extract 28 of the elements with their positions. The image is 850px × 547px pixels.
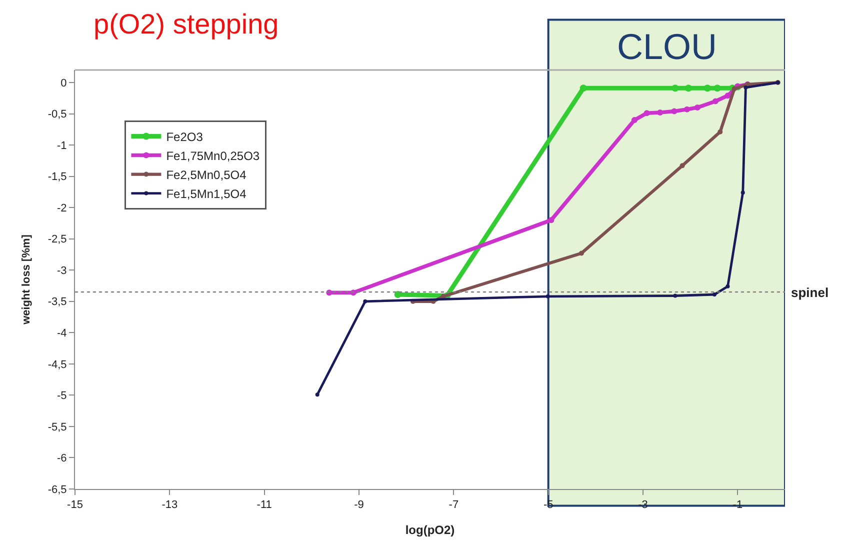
y-tick-label: -4,5 <box>48 358 67 371</box>
legend-label: Fe1,75Mn0,25O3 <box>166 148 260 163</box>
legend-label: Fe2O3 <box>166 130 204 144</box>
y-tick-label: -2 <box>57 202 67 214</box>
y-tick-label: 0 <box>60 77 67 90</box>
x-tick-label: -9 <box>354 499 364 512</box>
x-axis-title: log(pO2) <box>405 523 455 538</box>
x-tick-label: -7 <box>448 499 459 512</box>
y-tick-label: -3,5 <box>48 296 67 308</box>
y-tick-label: -5,5 <box>48 421 67 434</box>
x-tick-label: -11 <box>256 499 272 512</box>
legend-label: Fe1,5Mn1,5O4 <box>166 186 247 201</box>
y-tick-label: -1,5 <box>48 171 67 184</box>
legend-label: Fe2,5Mn0,5O4 <box>166 168 247 182</box>
y-tick-label: -6,5 <box>48 484 67 496</box>
x-tick-label: -13 <box>162 499 178 512</box>
y-tick-label: -3 <box>57 264 67 277</box>
y-tick-label: -2,5 <box>48 234 67 246</box>
x-tick-label: -15 <box>67 499 83 512</box>
y-tick-label: -0,5 <box>48 108 67 121</box>
band-label: CLOU <box>617 26 718 67</box>
y-tick-label: -4 <box>57 328 67 340</box>
y-tick-label: -5 <box>57 390 67 402</box>
y-tick-label: -1 <box>57 140 67 152</box>
y-axis-title: weight loss [%m] <box>20 234 32 326</box>
chart-title: p(O2) stepping <box>94 8 279 40</box>
y-tick-label: -6 <box>57 452 67 465</box>
ref-line-label: spinel <box>791 285 829 300</box>
